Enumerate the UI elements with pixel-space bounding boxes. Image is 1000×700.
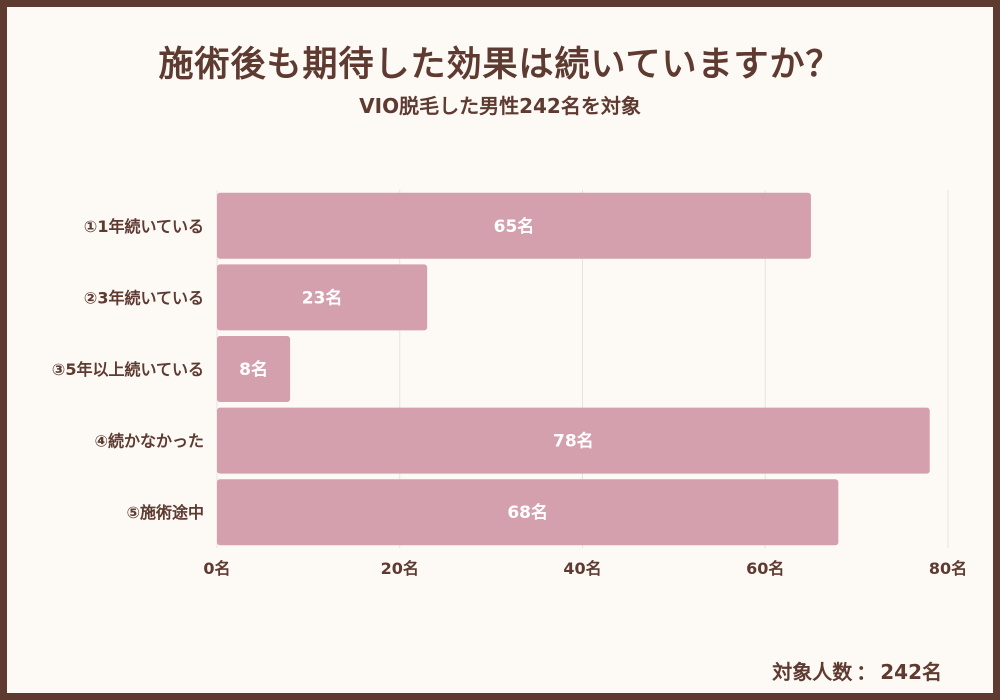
x-tick-label: 0名 [203,559,230,578]
bar [217,264,428,331]
category-labels: ①1年続いている ②3年続いている ③5年以上続いている ④続かなかった ⑤施術途中 [52,217,204,522]
bars: 65名 23名 8名 78名 68名 [217,192,930,546]
total-label: 対象人数 [772,660,853,684]
bar [217,336,291,402]
x-tick-label: 40名 [563,559,601,578]
category-label: ④続かなかった [94,432,204,451]
bar [217,479,839,546]
chart-frame [7,7,993,693]
bar-value-label: 65名 [494,216,535,237]
x-tick-label: 20名 [381,559,419,578]
category-label: ①1年続いている [84,217,204,236]
bar [217,407,930,474]
x-axis-tick-labels: 0名 20名 40名 60名 80名 [203,559,967,578]
category-label: ③5年以上続いている [52,360,204,379]
category-label: ⑤施術途中 [126,503,204,522]
total-value: 242名 [880,660,942,684]
bar [217,192,811,259]
category-label: ②3年続いている [84,288,204,307]
chart-title: 施術後も期待した効果は続いていますか？ [158,45,842,85]
x-tick-label: 80名 [929,559,967,578]
chart-subtitle: VIO脱毛した男性242名を対象 [359,94,641,118]
x-tick-label: 60名 [746,559,784,578]
bar-value-label: 78名 [553,431,594,452]
total-respondents: 対象人数： 242名 [772,660,942,684]
bar-value-label: 23名 [302,287,343,308]
bar-value-label: 68名 [507,502,548,523]
bar-value-label: 8名 [239,359,268,380]
